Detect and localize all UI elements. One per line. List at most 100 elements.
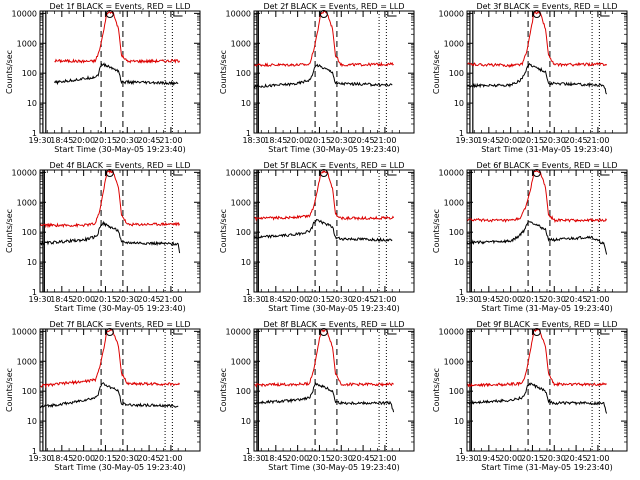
x-tick-label: 20:00 bbox=[72, 136, 95, 145]
x-tick-label: 20:30 bbox=[543, 295, 566, 304]
y-axis-label: Counts/sec bbox=[432, 368, 441, 412]
y-tick-label: 10 bbox=[454, 258, 464, 267]
x-tick-label: 20:00 bbox=[286, 136, 309, 145]
series-events-line bbox=[467, 62, 608, 95]
x-tick-label: 21:00 bbox=[373, 454, 396, 463]
plot-frame bbox=[253, 328, 415, 452]
y-tick-label: 100 bbox=[449, 387, 464, 396]
y-tick-label: 100 bbox=[449, 69, 464, 78]
y-tick-label: 10 bbox=[454, 417, 464, 426]
y-axis-label: Counts/sec bbox=[432, 209, 441, 253]
y-tick-label: 10 bbox=[27, 99, 37, 108]
series-lld-line bbox=[254, 170, 395, 222]
corner-flag bbox=[600, 170, 610, 176]
y-tick-label: 1000 bbox=[17, 39, 37, 48]
y-tick-label: 1000 bbox=[444, 357, 464, 366]
x-tick-label: 18:45 bbox=[264, 454, 287, 463]
series-events-line bbox=[467, 382, 608, 414]
series-lld-line bbox=[254, 329, 394, 388]
corner-flag bbox=[173, 329, 183, 335]
plot-frame bbox=[39, 10, 201, 134]
x-tick-label: 21:00 bbox=[373, 295, 396, 304]
plot-frame bbox=[253, 10, 415, 134]
y-tick-label: 1000 bbox=[17, 198, 37, 207]
x-tick-label: 20:15 bbox=[521, 295, 544, 304]
x-tick-label: 18:45 bbox=[50, 454, 73, 463]
x-tick-label: 20:15 bbox=[94, 136, 117, 145]
y-tick-label: 100 bbox=[236, 387, 251, 396]
peak-marker bbox=[319, 328, 328, 336]
detector-panel-8: Det 8f BLACK = Events, RED = LLD Counts/s… bbox=[219, 320, 415, 472]
x-tick-label: 21:00 bbox=[159, 136, 182, 145]
x-tick-label: 20:45 bbox=[138, 454, 161, 463]
y-tick-label: 1 bbox=[32, 129, 37, 138]
x-tick-label: 20:15 bbox=[308, 454, 331, 463]
x-tick-label: 20:45 bbox=[352, 454, 375, 463]
series-events-line bbox=[40, 382, 179, 409]
x-tick-label: 19:30 bbox=[455, 136, 478, 145]
series-lld-line bbox=[254, 11, 394, 68]
x-tick-label: 18:45 bbox=[264, 136, 287, 145]
x-tick-label: 20:00 bbox=[499, 136, 522, 145]
x-tick-label: 18:30 bbox=[242, 295, 265, 304]
y-tick-label: 1000 bbox=[231, 357, 251, 366]
x-axis-label: Start Time (30-May-05 19:23:40) bbox=[268, 463, 399, 472]
x-tick-label: 20:15 bbox=[521, 454, 544, 463]
x-tick-label: 18:30 bbox=[242, 454, 265, 463]
y-tick-label: 100 bbox=[236, 69, 251, 78]
corner-flag bbox=[173, 170, 183, 176]
x-tick-label: 18:45 bbox=[50, 136, 73, 145]
x-tick-label: 21:00 bbox=[373, 136, 396, 145]
y-axis-label: Counts/sec bbox=[5, 368, 14, 412]
y-tick-label: 10 bbox=[241, 258, 251, 267]
plot-frame bbox=[466, 10, 628, 134]
x-tick-label: 20:45 bbox=[565, 136, 588, 145]
x-tick-label: 19:30 bbox=[28, 454, 51, 463]
x-axis-label: Start Time (31-May-05 19:23:40) bbox=[481, 463, 612, 472]
series-lld-line bbox=[40, 170, 181, 229]
panel-title: Det 2f BLACK = Events, RED = LLD bbox=[263, 2, 404, 11]
corner-flag bbox=[387, 170, 397, 176]
y-tick-label: 10 bbox=[454, 99, 464, 108]
y-tick-label: 10000 bbox=[12, 9, 37, 18]
panel-title: Det 1f BLACK = Events, RED = LLD bbox=[49, 2, 190, 11]
x-tick-label: 20:15 bbox=[94, 295, 117, 304]
y-axis-label: Counts/sec bbox=[5, 50, 14, 94]
x-tick-label: 19:30 bbox=[455, 454, 478, 463]
y-tick-label: 1 bbox=[32, 288, 37, 297]
y-tick-label: 10 bbox=[27, 258, 37, 267]
y-tick-label: 1000 bbox=[444, 39, 464, 48]
y-tick-label: 10000 bbox=[439, 9, 464, 18]
x-tick-label: 20:45 bbox=[138, 136, 161, 145]
y-tick-label: 1000 bbox=[231, 198, 251, 207]
panel-title: Det 7f BLACK = Events, RED = LLD bbox=[49, 320, 190, 329]
x-tick-label: 20:15 bbox=[94, 454, 117, 463]
y-tick-label: 1000 bbox=[444, 198, 464, 207]
x-tick-label: 20:00 bbox=[286, 454, 309, 463]
y-tick-label: 100 bbox=[236, 228, 251, 237]
detector-panel-1: Det 1f BLACK = Events, RED = LLD Counts/s… bbox=[5, 2, 201, 154]
y-tick-label: 10000 bbox=[226, 327, 251, 336]
series-lld-line bbox=[40, 329, 180, 389]
panel-title: Det 6f BLACK = Events, RED = LLD bbox=[476, 161, 617, 170]
x-tick-label: 19:30 bbox=[28, 295, 51, 304]
y-tick-label: 1 bbox=[246, 447, 251, 456]
detector-panel-3: Det 3f BLACK = Events, RED = LLD Counts/s… bbox=[432, 2, 628, 154]
panel-title: Det 8f BLACK = Events, RED = LLD bbox=[263, 320, 404, 329]
x-axis-label: Start Time (30-May-05 19:23:40) bbox=[54, 304, 185, 313]
corner-flag bbox=[600, 329, 610, 335]
series-lld-line bbox=[467, 329, 607, 388]
x-tick-label: 18:45 bbox=[264, 295, 287, 304]
y-tick-label: 10000 bbox=[226, 168, 251, 177]
x-tick-label: 20:30 bbox=[330, 454, 353, 463]
y-tick-label: 10 bbox=[241, 417, 251, 426]
x-tick-label: 20:30 bbox=[330, 136, 353, 145]
x-tick-label: 21:00 bbox=[586, 295, 609, 304]
detector-panel-4: Det 4f BLACK = Events, RED = LLD Counts/s… bbox=[5, 161, 201, 313]
x-tick-label: 20:45 bbox=[138, 295, 161, 304]
series-events-line bbox=[467, 221, 608, 255]
detector-panel-9: Det 9f BLACK = Events, RED = LLD Counts/s… bbox=[432, 320, 628, 472]
x-tick-label: 20:15 bbox=[521, 136, 544, 145]
y-tick-label: 10000 bbox=[439, 327, 464, 336]
